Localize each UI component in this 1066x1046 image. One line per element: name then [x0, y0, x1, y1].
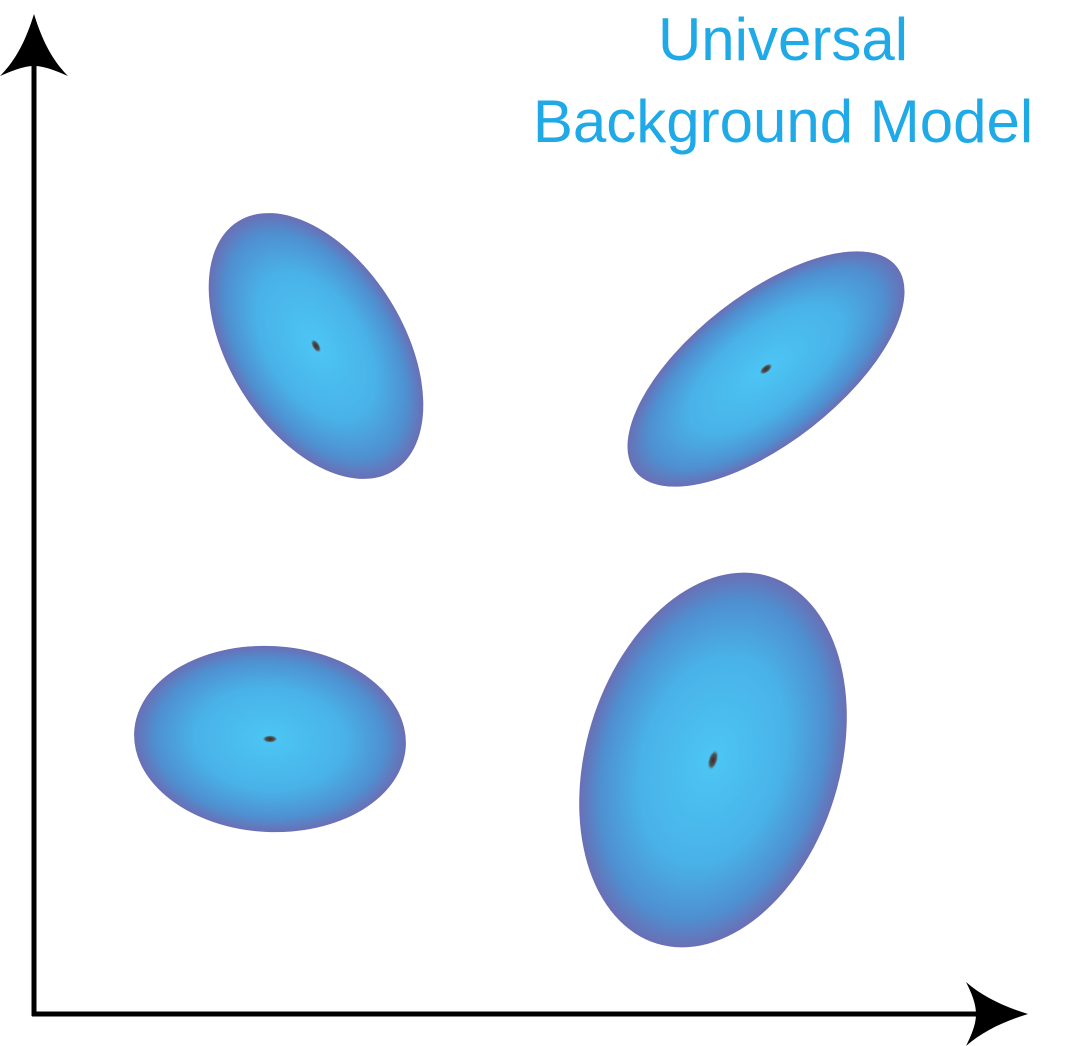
- mean-dot: [310, 338, 322, 354]
- arrow-right-icon: [966, 982, 1028, 1046]
- gaussian-component-bottom-left: [134, 645, 406, 833]
- title-line-1: Universal: [658, 6, 908, 73]
- gaussian-component-top-right: [627, 251, 905, 487]
- gaussian-component-bottom-right: [579, 572, 847, 948]
- mean-dot: [707, 749, 719, 771]
- mean-dot: [759, 363, 773, 375]
- gaussian-component-top-left: [208, 213, 424, 479]
- title-line-2: Background Model: [533, 88, 1033, 155]
- mean-dot: [262, 735, 278, 743]
- axes: [0, 14, 1028, 1046]
- diagram-title: Universal Background Model: [533, 6, 1033, 155]
- arrow-up-icon: [0, 14, 68, 76]
